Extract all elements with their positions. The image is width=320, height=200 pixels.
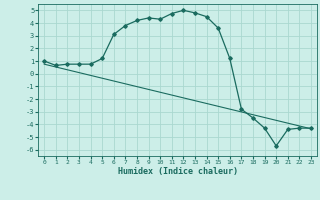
- X-axis label: Humidex (Indice chaleur): Humidex (Indice chaleur): [118, 167, 238, 176]
